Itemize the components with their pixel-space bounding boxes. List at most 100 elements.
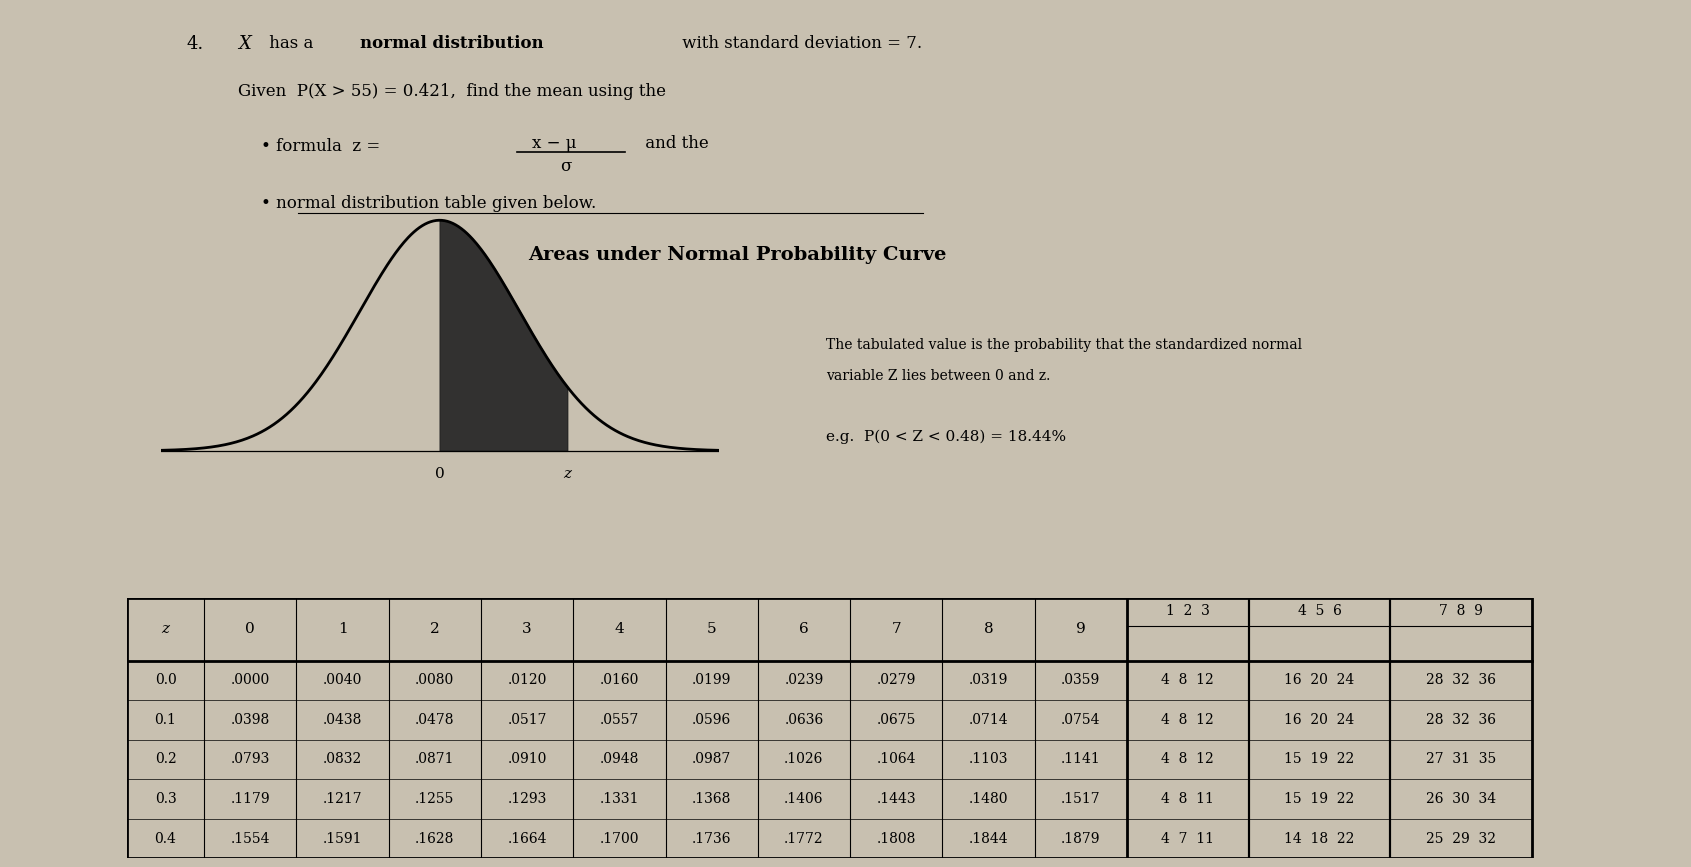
Text: .0754: .0754 [1060,713,1101,727]
Text: • formula  z =: • formula z = [260,138,380,154]
Text: 28  32  36: 28 32 36 [1426,674,1497,688]
Text: .1664: .1664 [507,831,546,845]
Text: 4  8  11: 4 8 11 [1162,792,1214,806]
Text: .0675: .0675 [876,713,917,727]
Text: 27  31  35: 27 31 35 [1426,753,1497,766]
Text: .1217: .1217 [323,792,362,806]
Text: .0832: .0832 [323,753,362,766]
Text: z: z [563,467,572,481]
Text: 4  8  12: 4 8 12 [1162,674,1214,688]
Text: .0793: .0793 [230,753,271,766]
Text: 4  8  12: 4 8 12 [1162,713,1214,727]
Text: e.g.  P(0 < Z < 0.48) = 18.44%: e.g. P(0 < Z < 0.48) = 18.44% [827,429,1067,444]
Text: .1700: .1700 [600,831,639,845]
Text: 25  29  32: 25 29 32 [1426,831,1497,845]
Text: .1293: .1293 [507,792,546,806]
Text: .1255: .1255 [416,792,455,806]
Text: .1736: .1736 [692,831,732,845]
Text: 0.4: 0.4 [154,831,176,845]
Text: • normal distribution table given below.: • normal distribution table given below. [260,195,595,212]
Text: 0: 0 [245,623,255,636]
Text: .0080: .0080 [416,674,455,688]
Text: 6: 6 [800,623,808,636]
Text: .0478: .0478 [414,713,455,727]
Text: .1103: .1103 [969,753,1008,766]
Text: .1517: .1517 [1060,792,1101,806]
Text: 15  19  22: 15 19 22 [1285,792,1354,806]
Text: .1331: .1331 [600,792,639,806]
Text: .0359: .0359 [1060,674,1101,688]
Text: .1554: .1554 [230,831,271,845]
Text: 2: 2 [430,623,440,636]
Text: .0000: .0000 [230,674,271,688]
Text: .1026: .1026 [785,753,824,766]
Text: 28  32  36: 28 32 36 [1426,713,1497,727]
Text: and the: and the [641,134,709,152]
Text: 4: 4 [614,623,624,636]
Text: z: z [162,623,169,636]
Text: .1179: .1179 [230,792,271,806]
Text: 4  7  11: 4 7 11 [1162,831,1214,845]
Text: .0120: .0120 [507,674,546,688]
Text: .0557: .0557 [600,713,639,727]
Text: .0517: .0517 [507,713,546,727]
Text: 3: 3 [523,623,533,636]
Text: 0.0: 0.0 [154,674,176,688]
Text: 0: 0 [435,467,445,481]
Text: 4.: 4. [186,35,203,53]
Text: .1064: .1064 [876,753,917,766]
Text: 14  18  22: 14 18 22 [1285,831,1354,845]
Text: .0319: .0319 [969,674,1008,688]
Text: 9: 9 [1075,623,1086,636]
Text: 8: 8 [984,623,993,636]
Text: The tabulated value is the probability that the standardized normal: The tabulated value is the probability t… [827,338,1302,352]
Text: .1368: .1368 [692,792,731,806]
Text: 1  2  3: 1 2 3 [1165,603,1209,617]
Text: .0636: .0636 [785,713,824,727]
Text: .1772: .1772 [785,831,824,845]
Text: .1808: .1808 [876,831,917,845]
Text: 26  30  34: 26 30 34 [1426,792,1497,806]
Text: 7  8  9: 7 8 9 [1439,603,1483,617]
Text: .0948: .0948 [600,753,639,766]
Text: variable Z lies between 0 and z.: variable Z lies between 0 and z. [827,369,1050,383]
Text: .1141: .1141 [1060,753,1101,766]
Text: 16  20  24: 16 20 24 [1285,674,1354,688]
Text: .0279: .0279 [876,674,917,688]
Text: .1591: .1591 [323,831,362,845]
Text: .0596: .0596 [692,713,731,727]
Text: .0871: .0871 [414,753,455,766]
Text: .1443: .1443 [876,792,917,806]
Text: 5: 5 [707,623,717,636]
Text: Given  P(X > 55) = 0.421,  find the mean using the: Given P(X > 55) = 0.421, find the mean u… [238,83,666,101]
Text: .1844: .1844 [969,831,1008,845]
Text: σ: σ [560,158,572,174]
Text: X: X [238,35,252,53]
Text: with standard deviation = 7.: with standard deviation = 7. [678,35,923,51]
Text: 4  5  6: 4 5 6 [1297,603,1341,617]
Text: 0.3: 0.3 [154,792,176,806]
Text: 15  19  22: 15 19 22 [1285,753,1354,766]
Text: 16  20  24: 16 20 24 [1285,713,1354,727]
Text: .0910: .0910 [507,753,546,766]
Text: .1480: .1480 [969,792,1008,806]
Text: .0160: .0160 [600,674,639,688]
Text: 1: 1 [338,623,347,636]
Text: 0.2: 0.2 [154,753,176,766]
Text: x − μ: x − μ [531,134,577,152]
Text: 0.1: 0.1 [154,713,176,727]
Text: .1879: .1879 [1060,831,1101,845]
Text: .0040: .0040 [323,674,362,688]
Text: .0438: .0438 [323,713,362,727]
Text: 4  8  12: 4 8 12 [1162,753,1214,766]
Text: .0199: .0199 [692,674,731,688]
Text: .0398: .0398 [230,713,271,727]
Text: .1406: .1406 [785,792,824,806]
Text: 7: 7 [891,623,901,636]
Text: has a: has a [264,35,318,51]
Text: .0987: .0987 [692,753,731,766]
Text: Areas under Normal Probability Curve: Areas under Normal Probability Curve [529,246,947,264]
Text: .0714: .0714 [969,713,1008,727]
Text: .1628: .1628 [416,831,455,845]
Text: .0239: .0239 [785,674,824,688]
